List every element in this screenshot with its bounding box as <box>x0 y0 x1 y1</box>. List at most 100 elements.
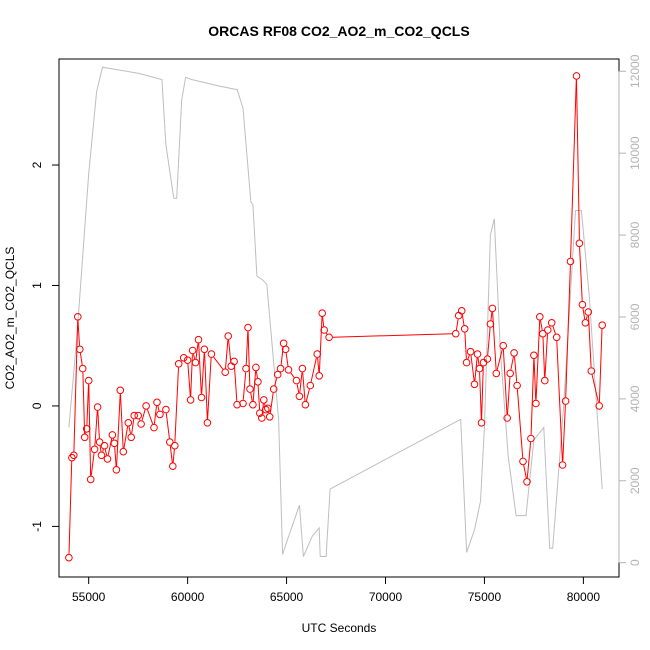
data-point <box>506 369 515 378</box>
series-main-segment <box>556 341 563 462</box>
series-main-segment <box>195 343 199 359</box>
series-main-segment <box>317 357 320 373</box>
series-main-segment <box>579 247 583 302</box>
series-main-segment <box>322 316 325 327</box>
data-point <box>84 376 93 385</box>
series-main-segment <box>82 372 86 434</box>
x-axis-label: UTC Seconds <box>302 621 377 635</box>
series-main-segment <box>523 465 527 479</box>
data-point <box>78 364 87 373</box>
data-point <box>325 333 333 342</box>
data-point <box>252 363 260 372</box>
data-point <box>598 321 607 330</box>
data-point <box>221 368 229 377</box>
data-point <box>552 333 561 342</box>
data-point <box>108 431 117 439</box>
series-main-segment <box>496 349 503 370</box>
series-main-segment <box>116 394 121 467</box>
data-point <box>169 462 177 471</box>
data-point <box>530 351 538 360</box>
data-point <box>572 72 581 80</box>
series-main-segment <box>310 357 317 382</box>
series-main-segment <box>325 332 328 335</box>
series-main-segment <box>68 461 73 554</box>
series-main-segment <box>540 320 543 330</box>
data-point <box>191 358 200 367</box>
data-point <box>162 405 170 414</box>
series-main-segment <box>296 384 300 393</box>
series-main-segment <box>187 363 191 397</box>
data-point <box>179 354 188 362</box>
series-main-segment <box>576 79 580 240</box>
data-point <box>541 376 549 385</box>
data-point <box>86 475 95 484</box>
data-point <box>477 419 486 427</box>
series-main-segment <box>290 372 295 378</box>
x-tick-label: 70000 <box>369 590 403 604</box>
data-point <box>249 400 257 409</box>
data-point <box>254 378 262 386</box>
data-point <box>492 369 501 378</box>
data-point <box>475 364 484 373</box>
data-point <box>134 411 142 420</box>
data-point <box>166 438 174 446</box>
data-point <box>547 319 556 327</box>
data-point <box>503 414 512 422</box>
data-point <box>479 358 488 367</box>
data-point <box>451 329 460 338</box>
data-point <box>137 420 145 428</box>
x-tick-label: 55000 <box>72 590 106 604</box>
data-point <box>256 409 264 418</box>
series-main-segment <box>228 339 232 363</box>
data-point <box>97 451 106 460</box>
data-point <box>462 358 471 367</box>
series-main-segment <box>562 404 566 462</box>
series-main-segment <box>582 308 586 320</box>
data-point <box>470 380 479 389</box>
data-point <box>207 350 216 358</box>
data-point <box>292 376 301 385</box>
series-main-segment <box>157 405 160 411</box>
series-main-segment <box>570 79 577 258</box>
y-tick-label: 0 <box>30 402 44 409</box>
y-axis: -1 0 1 2 <box>30 161 60 532</box>
data-point <box>124 419 133 427</box>
series-main-segment <box>204 353 208 420</box>
series-main-segment <box>193 354 196 360</box>
series-main-segment <box>198 343 202 394</box>
data-point <box>258 414 266 422</box>
series-main-segment <box>153 406 157 424</box>
series-main-segment <box>530 359 535 435</box>
data-point <box>536 313 544 321</box>
series-main-segment <box>591 374 599 403</box>
data-point <box>527 434 535 443</box>
data-point <box>244 323 252 332</box>
series-main-segment <box>114 447 117 467</box>
series-main-segment <box>516 389 524 458</box>
series-right-path <box>68 66 603 557</box>
data-point <box>233 400 241 409</box>
chart-title: ORCAS RF08 CO2_AO2_m_CO2_QCLS <box>208 23 469 39</box>
y-tick-label: -1 <box>30 521 44 532</box>
data-point <box>313 350 322 358</box>
series-main-segment <box>585 315 588 320</box>
series-main-segment <box>526 442 532 479</box>
data-point <box>90 445 99 454</box>
data-point <box>488 304 497 313</box>
series-main-segment <box>174 367 179 442</box>
series-main-segment <box>90 453 95 476</box>
data-point <box>523 478 531 486</box>
data-point <box>230 357 238 366</box>
series-main-segment <box>470 355 475 381</box>
series-main-segment <box>94 410 98 446</box>
data-point <box>150 423 158 432</box>
data-point <box>74 313 82 321</box>
data-point <box>486 320 495 328</box>
series-main-segment <box>73 320 79 452</box>
series-main-segment <box>479 372 482 420</box>
data-point <box>103 455 112 463</box>
series-main-segment <box>285 353 289 367</box>
data-point <box>242 364 250 373</box>
data-point <box>466 347 475 356</box>
